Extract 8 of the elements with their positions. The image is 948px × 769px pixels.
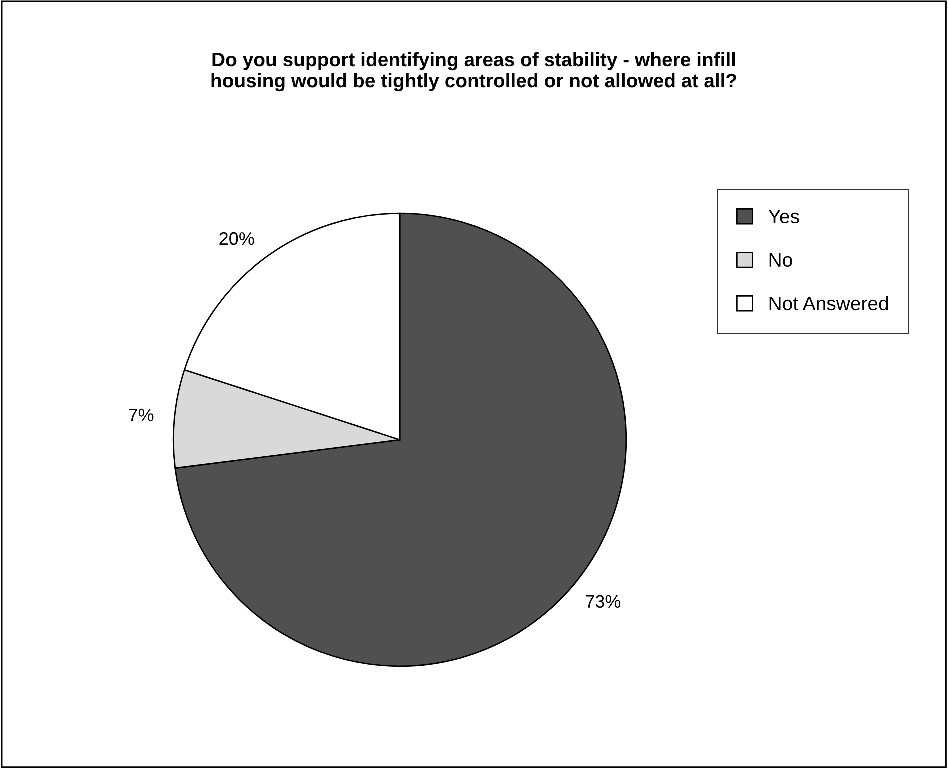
data-label: 20%: [220, 232, 254, 246]
legend-label: Not Answered: [770, 296, 888, 311]
data-label: 7%: [129, 408, 154, 422]
chart-title: Do you support identifying areas of stability - where infill housing would be tightly controlled or not allowed at all?: [212, 52, 736, 92]
legend-label: No: [770, 253, 792, 268]
legend-label: Yes: [768, 210, 800, 224]
pie-slice: [174, 212, 628, 668]
data-label: 73%: [586, 595, 621, 608]
